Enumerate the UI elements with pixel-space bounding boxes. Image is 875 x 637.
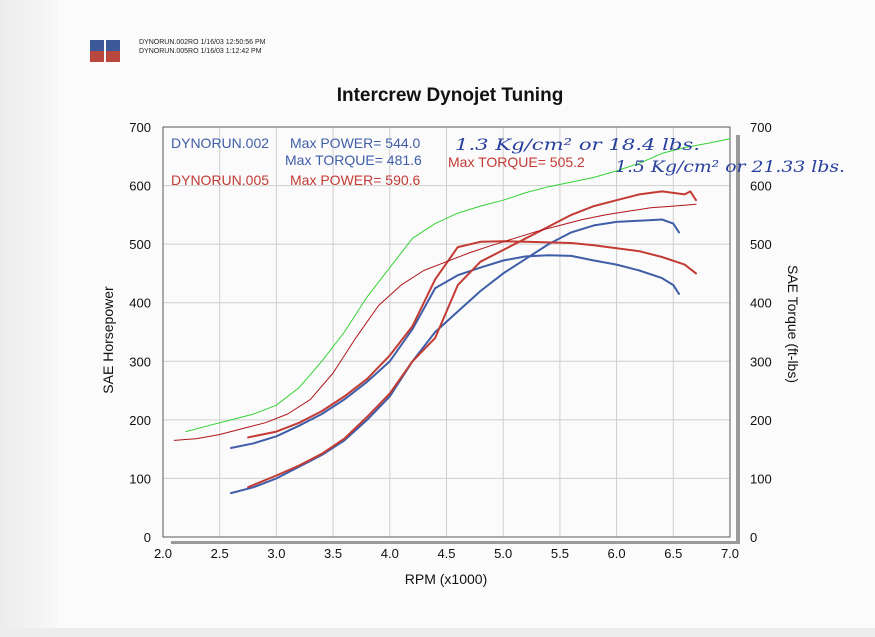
run002-power-curve <box>231 220 679 494</box>
y2-tick-label: 500 <box>750 237 772 252</box>
x-axis-label: RPM (x1000) <box>405 571 487 587</box>
x-tick-label: 4.5 <box>437 546 455 561</box>
run002-max-torque: Max TORQUE= 481.6 <box>285 152 422 168</box>
handwritten-boost-1: 1.3 Kg/cm² or 18.4 lbs. <box>455 135 700 154</box>
y2-tick-label: 200 <box>750 413 772 428</box>
y-tick-label: 200 <box>129 413 151 428</box>
y-tick-label: 600 <box>129 179 151 194</box>
chart-title: Intercrew Dynojet Tuning <box>337 85 564 106</box>
dyno-chart: 2.0 2.5 3.0 3.5 4.0 4.5 5.0 5.5 6.0 6.5 7.0 0 0 100 10… <box>0 0 875 637</box>
y-tick-label: 0 <box>144 530 151 545</box>
y-tick-label: 500 <box>129 237 151 252</box>
y2-tick-label: 300 <box>750 354 772 369</box>
run002-torque-curve <box>231 255 679 448</box>
run005-max-torque: Max TORQUE= 505.2 <box>448 154 585 170</box>
y2-tick-label: 400 <box>750 296 772 311</box>
y-tick-label: 300 <box>129 354 151 369</box>
plot-frame-shadow-right <box>736 135 740 544</box>
y-tick-label: 100 <box>129 471 151 486</box>
x-tick-label: 6.0 <box>608 546 626 561</box>
x-tick-label: 5.0 <box>494 546 512 561</box>
x-tick-label: 7.0 <box>721 546 739 561</box>
x-tick-label: 3.5 <box>324 546 342 561</box>
x-tick-label: 2.5 <box>211 546 229 561</box>
y2-tick-label: 700 <box>750 120 772 135</box>
plot-frame-shadow-bottom <box>171 541 740 544</box>
y2-tick-label: 600 <box>750 179 772 194</box>
x-tick-label: 6.5 <box>664 546 682 561</box>
y2-tick-label: 0 <box>750 530 757 545</box>
darkred-reference-curve <box>174 204 696 440</box>
run005-power-curve <box>248 191 696 487</box>
y2-tick-label: 100 <box>750 471 772 486</box>
run005-max-power: Max POWER= 590.6 <box>290 172 421 188</box>
x-tick-label: 4.0 <box>381 546 399 561</box>
x-tick-label: 3.0 <box>267 546 285 561</box>
y-axis-label: SAE Horsepower <box>100 286 116 394</box>
y-tick-label: 400 <box>129 296 151 311</box>
grid <box>163 127 730 537</box>
run002-max-power: Max POWER= 544.0 <box>290 135 421 151</box>
x-tick-label: 5.5 <box>551 546 569 561</box>
handwritten-boost-2: 1.5 Kg/cm² or 21.33 lbs. <box>615 157 845 176</box>
y-tick-label: 700 <box>129 120 151 135</box>
run005-label: DYNORUN.005 <box>171 172 269 188</box>
x-tick-label: 2.0 <box>154 546 172 561</box>
run002-label: DYNORUN.002 <box>171 135 269 151</box>
y2-axis-label: SAE Torque (ft-lbs) <box>785 265 801 383</box>
